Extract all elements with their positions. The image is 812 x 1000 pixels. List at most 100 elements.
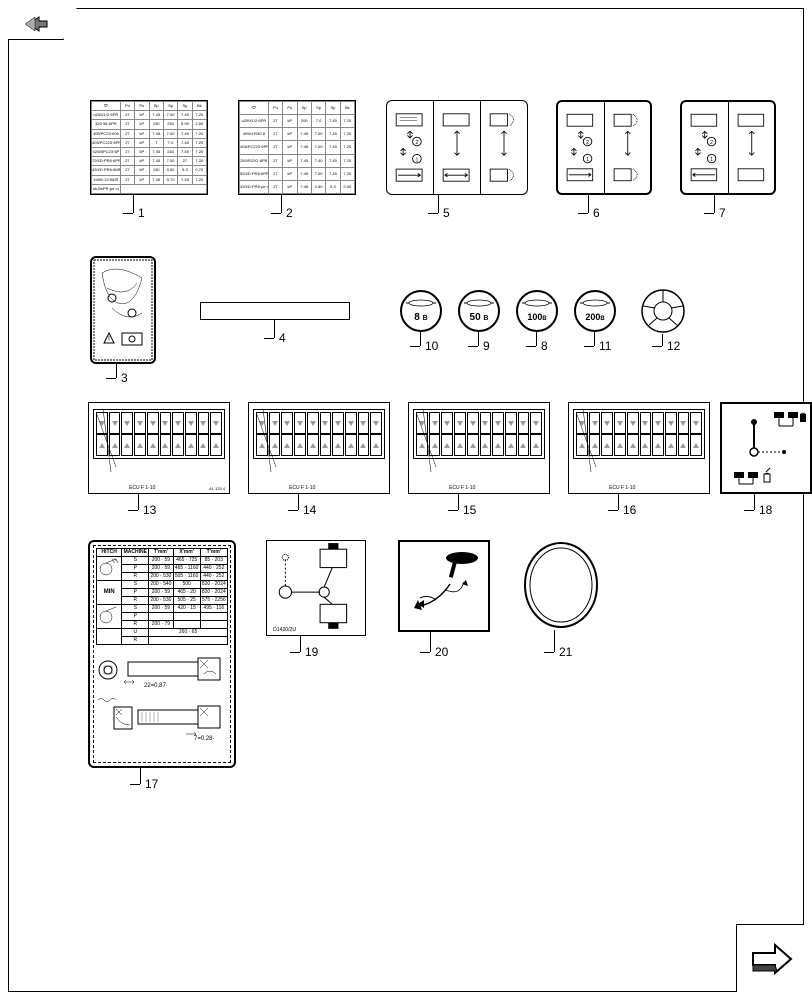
leader-18 <box>754 494 755 510</box>
segmented-ring-icon <box>640 288 686 334</box>
decal-lever-20 <box>398 540 490 632</box>
leader-16h <box>608 510 618 511</box>
leader-1h <box>123 213 133 214</box>
leader-13h <box>128 510 138 511</box>
label-18: 18 <box>759 503 772 517</box>
panel-6b <box>605 102 651 193</box>
spec-table-2: ⬭PuPuSpSpSpBk u200/1/2·6PR27kP2007.07.45… <box>239 101 355 194</box>
svg-text:1: 1 <box>415 157 418 163</box>
leader-20h <box>420 652 430 653</box>
leader-13 <box>138 494 139 510</box>
decal-circle-8: 100B <box>516 290 558 332</box>
circle-9-value: 50 B <box>470 312 489 323</box>
svg-text:2: 2 <box>586 140 589 146</box>
leader-7 <box>714 195 715 213</box>
leader-16 <box>618 494 619 510</box>
decal-linkage-19: D1420/2U <box>266 540 366 636</box>
leader-10h <box>410 346 420 347</box>
decal-ring-21 <box>520 540 602 630</box>
leader-11h <box>584 346 594 347</box>
lever-diagram-icon <box>400 542 488 630</box>
leader-17 <box>140 768 141 784</box>
leader-4 <box>274 320 275 338</box>
leader-8h <box>526 346 536 347</box>
panel-6a: 2 1 <box>558 102 605 193</box>
label-9: 9 <box>483 339 490 353</box>
label-21: 21 <box>559 645 572 659</box>
leader-6 <box>588 195 589 213</box>
circle-8-value: 100B <box>527 312 546 322</box>
label-6: 6 <box>593 206 600 220</box>
leader-10 <box>420 332 421 346</box>
leader-7h <box>704 213 714 214</box>
leader-9h <box>468 346 478 347</box>
leader-19h <box>290 652 300 653</box>
panel-5c <box>481 101 527 194</box>
leader-5h <box>428 213 438 214</box>
label-15: 15 <box>463 503 476 517</box>
svg-text:2: 2 <box>415 140 418 146</box>
decal-circle-12 <box>640 288 686 334</box>
spec-table-1: ⬭PuPuSpSpSpBk u200/1/2·6PR27kP7.457.007.… <box>91 101 207 194</box>
leader-8 <box>536 332 537 346</box>
svg-text:D1420/2U: D1420/2U <box>273 627 296 633</box>
leader-9 <box>478 332 479 346</box>
leader-14h <box>288 510 298 511</box>
svg-text:1: 1 <box>710 157 713 163</box>
panel-5b <box>434 101 481 194</box>
nav-next-tab[interactable] <box>736 924 804 992</box>
svg-text:!: ! <box>108 336 110 343</box>
decal-fusebox-13: ECU F 1-10 A1 125 4 <box>88 402 230 494</box>
leader-15h <box>448 510 458 511</box>
decal-control-5: 2 1 <box>386 100 528 195</box>
label-13: 13 <box>143 503 156 517</box>
hitch-table: HITCHMACHINET'mm'X'mm'T'mm' S200 · 59465… <box>96 548 228 645</box>
label-17: 17 <box>145 777 158 791</box>
fuse-caption-15: ECU F 1-10 <box>449 485 475 491</box>
svg-text:1: 1 <box>586 157 589 163</box>
label-16: 16 <box>623 503 636 517</box>
fuse-caption-14: ECU F 1-10 <box>289 485 315 491</box>
label-2: 2 <box>286 206 293 220</box>
label-3: 3 <box>121 371 128 385</box>
nav-back-tab[interactable] <box>8 8 64 40</box>
label-19: 19 <box>305 645 318 659</box>
svg-text:22=0.87·: 22=0.87· <box>144 683 168 689</box>
lock-diagram-icon <box>722 404 810 492</box>
decal-hitch-17: HITCHMACHINET'mm'X'mm'T'mm' S200 · 59465… <box>88 540 236 768</box>
leader-12h <box>652 346 662 347</box>
label-10: 10 <box>425 339 438 353</box>
label-14: 14 <box>303 503 316 517</box>
leader-6h <box>578 213 588 214</box>
leader-12 <box>662 334 663 346</box>
label-8: 8 <box>541 339 548 353</box>
decal-fusebox-14: ECU F 1-10 <box>248 402 390 494</box>
svg-text:2: 2 <box>710 140 713 146</box>
leader-1 <box>133 195 134 213</box>
leader-2 <box>281 195 282 213</box>
panel-7a: 2 1 <box>682 102 729 193</box>
circle-11-value: 200B <box>585 312 604 322</box>
leader-2h <box>271 213 281 214</box>
decal-circle-11: 200B <box>574 290 616 332</box>
leader-4h <box>264 338 274 339</box>
leader-19 <box>300 636 301 652</box>
svg-text:7=0.28·: 7=0.28· <box>194 736 215 742</box>
decal-spec-table-1: ⬭PuPuSpSpSpBk u200/1/2·6PR27kP7.457.007.… <box>90 100 208 195</box>
label-7: 7 <box>719 206 726 220</box>
decal-lock-18 <box>720 402 812 494</box>
decal-control-7: 2 1 <box>680 100 776 195</box>
fuse-caption-13: ECU F 1-10 <box>129 485 155 491</box>
decal-fusebox-16: ECU F 1-10 <box>568 402 710 494</box>
warning-graphic-icon: ! <box>92 258 154 362</box>
decal-blank-4 <box>200 302 350 320</box>
leader-21h <box>544 652 554 653</box>
leader-21 <box>554 630 555 652</box>
decal-circle-9: 50 B <box>458 290 500 332</box>
leader-15 <box>458 494 459 510</box>
leader-3 <box>116 364 117 378</box>
label-1: 1 <box>138 206 145 220</box>
leader-11 <box>594 332 595 346</box>
decal-control-6: 2 1 <box>556 100 652 195</box>
hitch-shaft-icon: 22=0.87· 7=0.28· <box>94 652 232 762</box>
